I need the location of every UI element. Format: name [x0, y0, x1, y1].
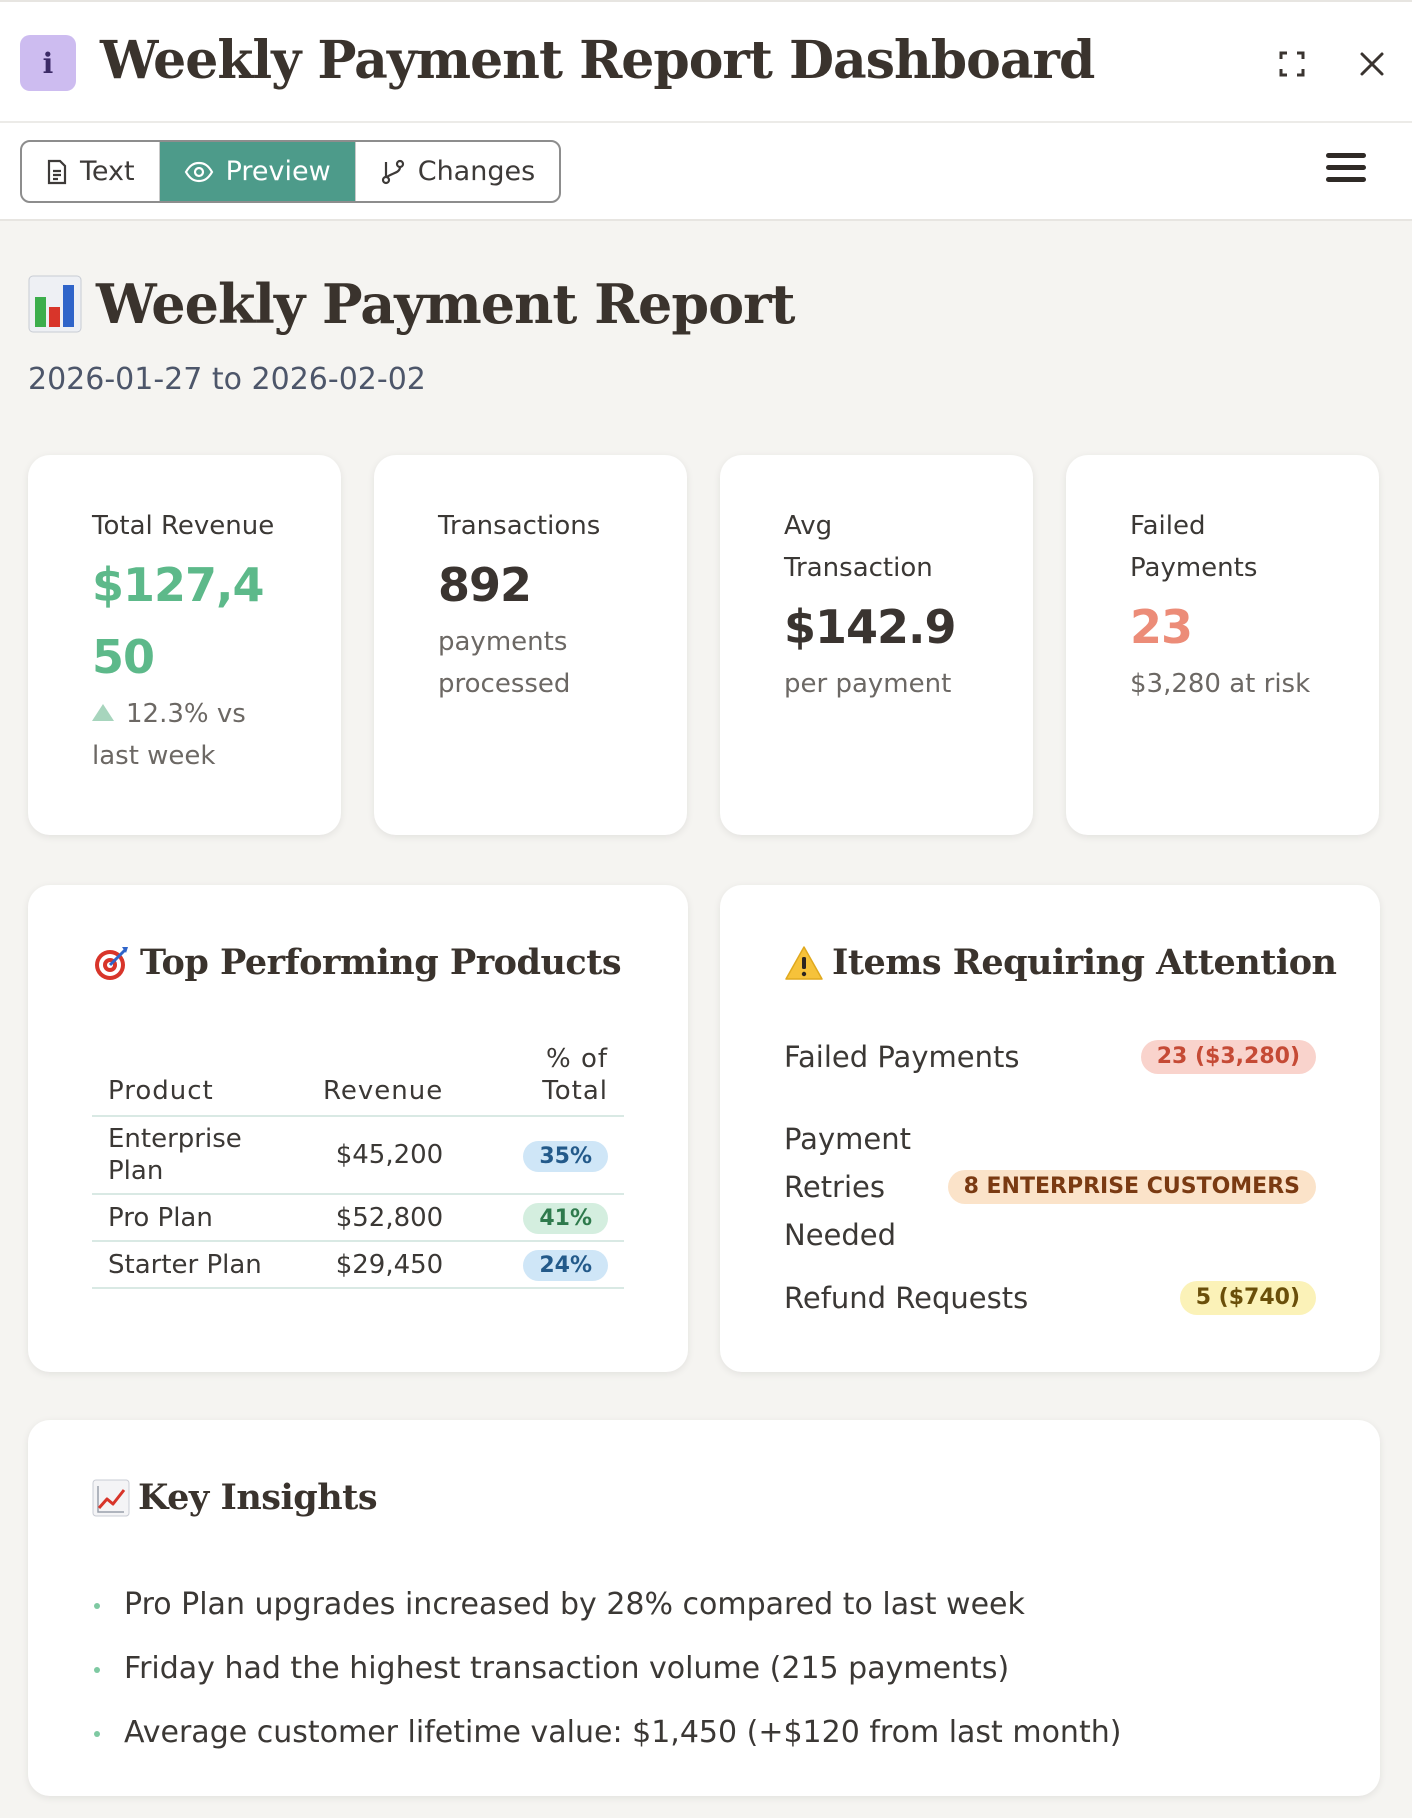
attention-badge: 23 ($3,280) — [1140, 1040, 1316, 1074]
trend-up-icon — [92, 704, 114, 721]
panel-title: Top Performing Products — [92, 942, 622, 983]
tab-text-label: Text — [80, 156, 135, 187]
bar-chart-icon — [28, 275, 82, 333]
stat-sub: per payment — [784, 669, 952, 699]
stat-card-total-revenue: Total Revenue $127,450 12.3% vs last wee… — [28, 455, 341, 835]
document-icon — [47, 159, 67, 184]
stat-label: Failed Payments — [1130, 511, 1258, 583]
table-row: Starter Plan $29,450 24% — [92, 1241, 624, 1289]
chart-increasing-icon — [92, 1479, 130, 1516]
stat-sub: 12.3% vs last week — [92, 693, 252, 777]
close-button[interactable] — [1354, 46, 1390, 82]
product-revenue: $52,800 — [307, 1194, 460, 1242]
table-header-row: Product Revenue % of Total — [92, 1043, 624, 1117]
table-row: Pro Plan $52,800 41% — [92, 1194, 624, 1242]
panel-title-text: Items Requiring Attention — [832, 942, 1337, 983]
column-header-product: Product — [92, 1043, 307, 1117]
tab-preview-label: Preview — [225, 156, 331, 187]
list-item: Average customer lifetime value: $1,450 … — [93, 1701, 1121, 1765]
eye-icon — [184, 161, 213, 182]
stat-sub: $3,280 at risk — [1130, 669, 1311, 699]
attention-label: Failed Payments — [784, 1040, 1020, 1074]
stat-card-avg-transaction: Avg Transaction $142.9 per payment — [720, 455, 1033, 835]
pct-badge: 24% — [523, 1250, 608, 1281]
product-revenue: $45,200 — [307, 1116, 460, 1195]
stat-value: $127,450 — [92, 558, 265, 684]
product-name: Enterprise Plan — [92, 1116, 307, 1195]
insights-list: Pro Plan upgrades increased by 28% compa… — [93, 1573, 1121, 1765]
stat-value: $142.9 — [784, 600, 957, 654]
expand-icon — [1279, 51, 1305, 77]
panel-title: Key Insights — [92, 1477, 378, 1518]
date-range: 2026-01-27 to 2026-02-02 — [28, 362, 426, 397]
list-item: Pro Plan upgrades increased by 28% compa… — [93, 1573, 1121, 1637]
column-header-pct: % of Total — [459, 1043, 624, 1117]
expand-button[interactable] — [1274, 46, 1310, 82]
pct-cell: 35% — [459, 1116, 624, 1195]
attention-item: Payment Retries Needed 8 ENTERPRISE CUST… — [784, 1115, 1316, 1259]
tab-text[interactable]: Text — [22, 142, 159, 201]
pct-badge: 35% — [523, 1140, 608, 1172]
tab-changes-label: Changes — [417, 156, 536, 187]
target-icon — [95, 946, 128, 980]
tab-preview[interactable]: Preview — [158, 142, 355, 201]
window-title: Weekly Payment Report Dashboard — [100, 30, 1095, 91]
info-icon[interactable]: i — [20, 35, 76, 91]
column-header-revenue: Revenue — [307, 1043, 460, 1117]
table-row: Enterprise Plan $45,200 35% — [92, 1116, 624, 1195]
products-table: Product Revenue % of Total Enterprise Pl… — [92, 1043, 624, 1289]
pct-badge: 41% — [523, 1203, 608, 1234]
pct-cell: 41% — [459, 1194, 624, 1242]
stat-value: 892 — [438, 558, 532, 612]
attention-item: Failed Payments 23 ($3,280) — [784, 1040, 1316, 1074]
attention-item: Refund Requests 5 ($740) — [784, 1281, 1316, 1315]
stat-card-failed-payments: Failed Payments 23 $3,280 at risk — [1066, 455, 1379, 835]
panel-title: Items Requiring Attention — [784, 942, 1337, 983]
pct-cell: 24% — [459, 1241, 624, 1289]
title-bar: i Weekly Payment Report Dashboard — [0, 0, 1412, 123]
product-name: Pro Plan — [92, 1194, 307, 1242]
tab-changes[interactable]: Changes — [354, 142, 559, 201]
view-mode-switcher: Text Preview Changes — [20, 140, 562, 203]
report-title-text: Weekly Payment Report — [96, 272, 795, 336]
top-products-panel: Top Performing Products Product Revenue … — [28, 885, 688, 1372]
product-revenue: $29,450 — [307, 1241, 460, 1289]
menu-button[interactable] — [1326, 153, 1366, 189]
toolbar: Text Preview Changes — [0, 123, 1412, 221]
panel-title-text: Key Insights — [138, 1477, 378, 1518]
attention-panel: Items Requiring Attention Failed Payment… — [720, 885, 1380, 1372]
attention-label: Payment Retries Needed — [784, 1122, 911, 1252]
list-item: Friday had the highest transaction volum… — [93, 1637, 1121, 1701]
close-icon — [1360, 52, 1384, 76]
git-branch-icon — [381, 159, 404, 184]
stat-trend-text: 12.3% vs last week — [92, 699, 246, 771]
attention-badge: 5 ($740) — [1179, 1281, 1316, 1315]
stat-sub: payments processed — [438, 627, 571, 699]
stat-label: Avg Transaction — [784, 511, 933, 583]
page-title: Weekly Payment Report — [28, 272, 795, 336]
stat-label: Transactions — [438, 511, 601, 541]
product-name: Starter Plan — [92, 1241, 307, 1289]
stat-value: 23 — [1130, 600, 1193, 654]
stat-label: Total Revenue — [92, 511, 275, 541]
hamburger-icon — [1326, 153, 1366, 182]
attention-badge: 8 ENTERPRISE CUSTOMERS — [947, 1170, 1316, 1204]
stat-card-transactions: Transactions 892 payments processed — [374, 455, 687, 835]
key-insights-panel: Key Insights Pro Plan upgrades increased… — [28, 1420, 1380, 1796]
warning-icon — [785, 945, 823, 980]
panel-title-text: Top Performing Products — [140, 942, 622, 983]
attention-label: Refund Requests — [784, 1281, 1029, 1315]
